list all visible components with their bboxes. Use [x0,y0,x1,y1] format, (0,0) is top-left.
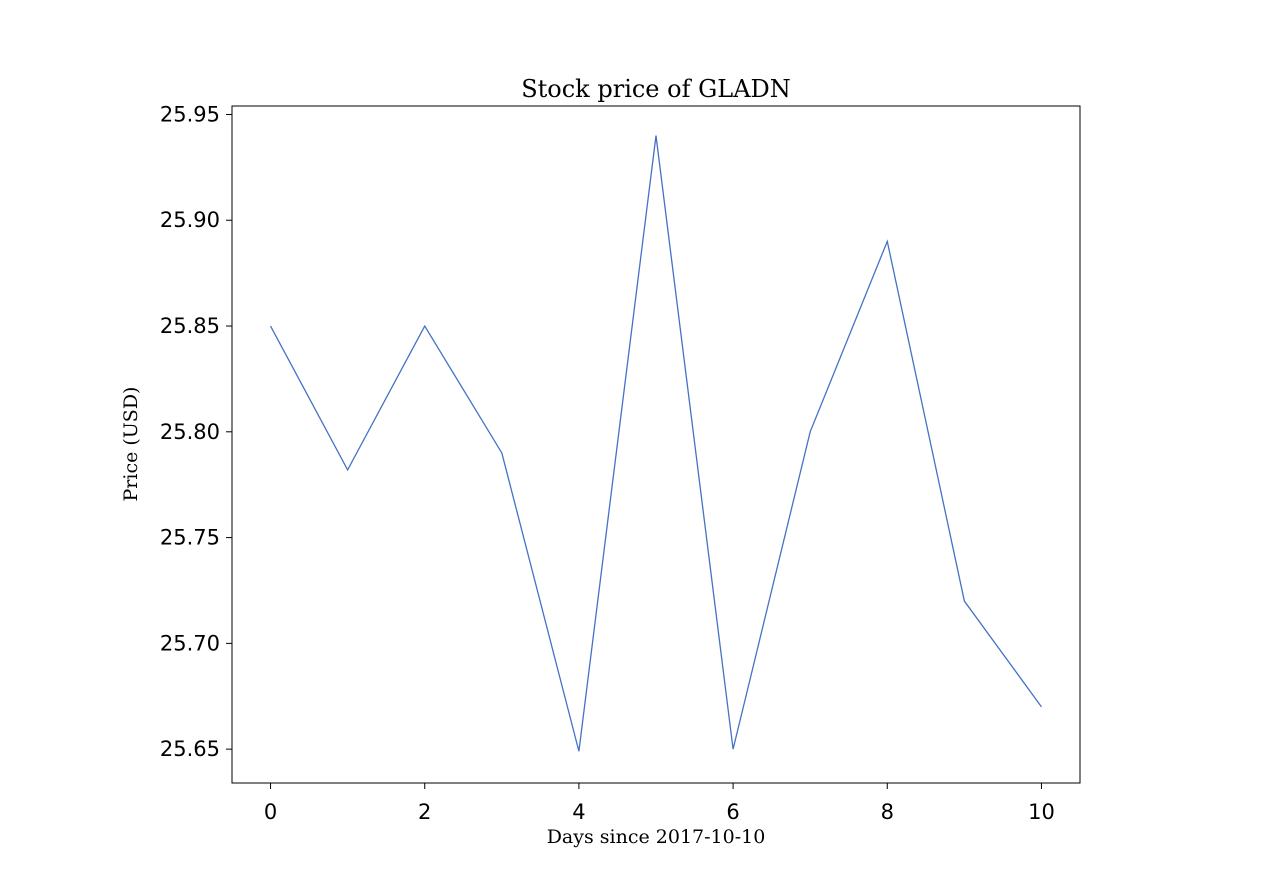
y-axis-label: Price (USD) [120,387,142,502]
y-tick-label: 25.70 [160,631,220,655]
x-axis-ticks: 0 2 4 6 8 10 [264,783,1055,824]
x-tick-label: 4 [572,800,585,824]
x-tick-label: 8 [881,800,894,824]
y-tick-label: 25.85 [160,314,220,338]
x-tick-label: 2 [418,800,431,824]
x-tick-label: 6 [726,800,739,824]
y-tick-label: 25.95 [160,102,220,126]
y-tick-label: 25.65 [160,737,220,761]
y-tick-label: 25.75 [160,526,220,550]
x-tick-label: 0 [264,800,277,824]
x-axis-label: Days since 2017-10-10 [547,826,766,848]
y-tick-label: 25.80 [160,420,220,444]
plot-area [232,106,1080,783]
x-tick-label: 10 [1028,800,1055,824]
chart-title: Stock price of GLADN [521,75,791,103]
y-tick-label: 25.90 [160,208,220,232]
y-axis-ticks: 25.65 25.70 25.75 25.80 25.85 25.90 25.95 [160,102,232,761]
